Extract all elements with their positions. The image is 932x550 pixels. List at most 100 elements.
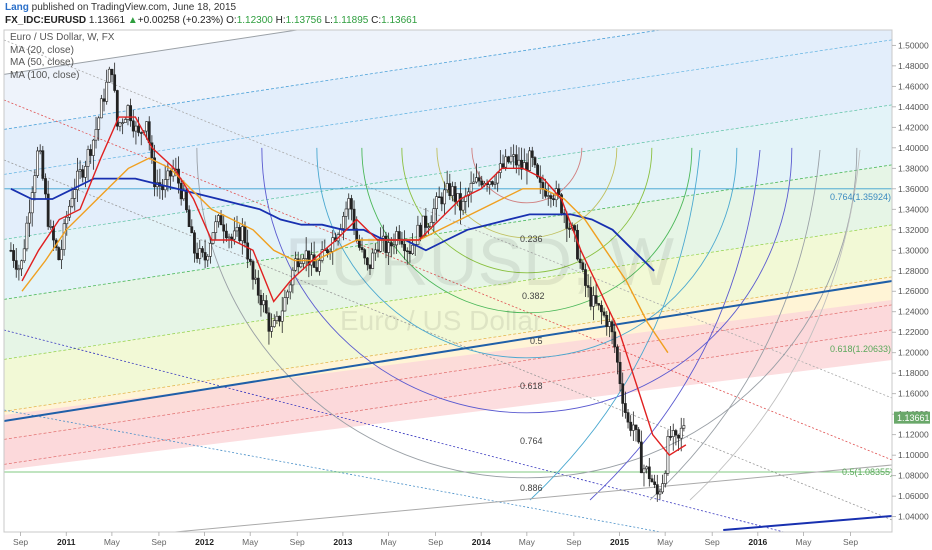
channel-line bbox=[4, 30, 301, 75]
fib-arc bbox=[529, 149, 701, 501]
candle-body bbox=[198, 248, 202, 259]
x-tick-label: May bbox=[795, 537, 812, 547]
candle-body bbox=[360, 247, 364, 250]
candle-body bbox=[610, 321, 614, 333]
candle-body bbox=[201, 248, 204, 253]
candle-body bbox=[145, 121, 148, 132]
candle-body bbox=[592, 295, 595, 307]
candle-body bbox=[97, 117, 101, 130]
candle-body bbox=[33, 175, 37, 193]
candle-body bbox=[81, 169, 85, 178]
candle-body bbox=[600, 305, 603, 313]
candle-body bbox=[44, 178, 47, 195]
candle-body bbox=[477, 177, 481, 182]
candle-body bbox=[73, 189, 77, 199]
candle-body bbox=[368, 264, 372, 269]
candle-body bbox=[185, 189, 188, 211]
open-label: O: bbox=[226, 15, 237, 26]
fib-level-label: 0.5(1.08355) bbox=[842, 467, 893, 477]
candle-body bbox=[549, 195, 553, 199]
candle-body bbox=[134, 125, 138, 132]
plot-area: EURUSD, W Euro / US Dollar 0.236 0.382 0.5 0.… bbox=[4, 30, 893, 532]
x-tick-label: Sep bbox=[151, 537, 166, 547]
candle-body bbox=[166, 170, 170, 180]
fib-arc bbox=[316, 147, 738, 359]
candle-body bbox=[315, 267, 319, 272]
candle-body bbox=[405, 250, 409, 253]
candle-body bbox=[203, 252, 207, 261]
y-tick-label: 1.34000 bbox=[898, 204, 929, 214]
candle-body bbox=[419, 224, 422, 238]
candle-body bbox=[17, 268, 21, 271]
lower-trendline bbox=[723, 515, 892, 531]
candle-body bbox=[326, 249, 329, 254]
legend-title[interactable]: Euro / US Dollar, W, FX bbox=[10, 32, 115, 43]
candle-body bbox=[384, 235, 388, 253]
dotted-trendline bbox=[4, 329, 786, 532]
candle-body bbox=[294, 258, 297, 271]
candle-body bbox=[552, 198, 555, 201]
candle-body bbox=[30, 192, 34, 214]
close-value: 1.13661 bbox=[381, 15, 418, 26]
low-label: L: bbox=[324, 15, 333, 26]
ohlc-line: FX_IDC:EURUSD 1.13661 ▲+0.00258 (+0.23%)… bbox=[5, 15, 417, 26]
candle-body bbox=[254, 277, 258, 280]
x-tick-label: May bbox=[380, 537, 397, 547]
candle-body bbox=[150, 142, 154, 159]
candle-body bbox=[169, 170, 172, 177]
candle-body bbox=[49, 226, 53, 228]
candle-body bbox=[304, 250, 308, 259]
candle-body bbox=[608, 321, 611, 327]
candle-body bbox=[469, 182, 473, 193]
candle-body bbox=[206, 256, 210, 261]
candle-body bbox=[318, 260, 321, 272]
candle-body bbox=[139, 132, 143, 134]
legend-ma100[interactable]: MA (100, close) bbox=[10, 69, 80, 81]
candle-body bbox=[179, 182, 183, 200]
candle-body bbox=[546, 195, 550, 197]
y-tick-label: 1.44000 bbox=[898, 102, 929, 112]
candle-body bbox=[387, 242, 391, 253]
candle-body bbox=[99, 98, 103, 119]
candle-body bbox=[605, 315, 609, 327]
candle-body bbox=[642, 468, 646, 474]
candle-body bbox=[12, 250, 15, 261]
candle-body bbox=[227, 236, 231, 239]
candle-body bbox=[187, 209, 191, 227]
candle-body bbox=[517, 159, 521, 166]
x-tick-label: Sep bbox=[290, 537, 305, 547]
fib-arc bbox=[401, 147, 653, 274]
last-price-badge bbox=[894, 411, 930, 424]
candle-body bbox=[190, 226, 194, 234]
candle-body bbox=[674, 430, 678, 436]
legend-ma20[interactable]: MA (20, close) bbox=[10, 44, 74, 56]
candle-body bbox=[262, 300, 266, 306]
y-tick-label: 1.04000 bbox=[898, 512, 929, 522]
publish-line: Lang published on TradingView.com, June … bbox=[5, 2, 236, 13]
candle-body bbox=[655, 484, 659, 495]
author-name[interactable]: Lang bbox=[5, 2, 29, 13]
symbol-name: FX_IDC:EURUSD bbox=[5, 15, 87, 26]
candle-body bbox=[623, 403, 627, 413]
candle-body bbox=[501, 163, 505, 168]
candle-body bbox=[403, 243, 406, 252]
last-price-label: 1.13661 bbox=[897, 413, 930, 423]
publish-info: published on TradingView.com, June 18, 2… bbox=[31, 2, 237, 13]
candle-body bbox=[280, 310, 284, 322]
candle-body bbox=[38, 150, 42, 152]
chart-legend: Euro / US Dollar, W, FX MA (20, close) M… bbox=[10, 32, 114, 82]
candle-body bbox=[232, 230, 236, 240]
fib-arc bbox=[649, 149, 821, 501]
legend-ma50[interactable]: MA (50, close) bbox=[10, 57, 74, 68]
ma20-line bbox=[21, 116, 687, 457]
candle-body bbox=[123, 119, 127, 123]
candle-body bbox=[20, 260, 23, 270]
candle-body bbox=[653, 481, 657, 485]
x-tick-label: Sep bbox=[13, 537, 28, 547]
candle-body bbox=[347, 198, 351, 210]
candle-body bbox=[105, 81, 109, 102]
watermark-symbol: EURUSD, W bbox=[285, 224, 674, 300]
candle-body bbox=[230, 236, 234, 240]
x-tick-label: 2011 bbox=[57, 537, 76, 547]
